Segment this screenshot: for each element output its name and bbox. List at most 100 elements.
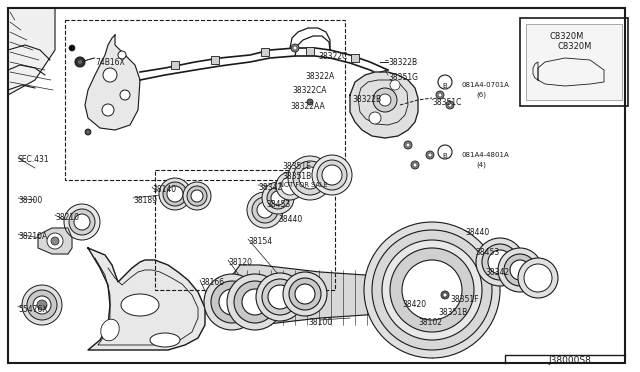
Text: 38322B: 38322B — [388, 58, 417, 67]
Circle shape — [411, 161, 419, 169]
Circle shape — [443, 293, 447, 297]
Text: 38440: 38440 — [278, 215, 302, 224]
Text: 38440: 38440 — [465, 228, 489, 237]
Text: J38000S8: J38000S8 — [548, 356, 591, 365]
Circle shape — [390, 248, 474, 332]
Circle shape — [498, 248, 542, 292]
Circle shape — [74, 214, 90, 230]
Bar — [65, 20, 345, 180]
Circle shape — [120, 90, 130, 100]
Bar — [171, 61, 179, 69]
Circle shape — [271, 191, 285, 205]
Circle shape — [364, 222, 500, 358]
Text: 38351E: 38351E — [282, 162, 311, 171]
Ellipse shape — [100, 319, 119, 341]
Circle shape — [438, 93, 442, 97]
Circle shape — [69, 45, 75, 51]
Circle shape — [167, 186, 183, 202]
Text: 38453: 38453 — [266, 200, 291, 209]
Text: (4): (4) — [476, 162, 486, 169]
Circle shape — [75, 57, 85, 67]
Circle shape — [379, 94, 391, 106]
Circle shape — [183, 182, 211, 210]
Text: 74B16X: 74B16X — [95, 58, 125, 67]
Circle shape — [518, 258, 558, 298]
Text: 55476X: 55476X — [18, 305, 47, 314]
Circle shape — [262, 182, 294, 214]
Bar — [306, 47, 314, 55]
Text: 38154: 38154 — [248, 237, 272, 246]
Bar — [261, 48, 269, 56]
Text: 38351B: 38351B — [438, 308, 467, 317]
Circle shape — [317, 160, 347, 190]
Circle shape — [187, 186, 207, 206]
Circle shape — [118, 51, 126, 59]
Circle shape — [64, 204, 100, 240]
Circle shape — [247, 192, 283, 228]
Circle shape — [436, 91, 444, 99]
Text: 38342: 38342 — [258, 183, 282, 192]
Text: 38453: 38453 — [475, 248, 499, 257]
Circle shape — [510, 260, 530, 280]
Polygon shape — [538, 58, 604, 86]
Text: 38351B: 38351B — [282, 172, 311, 181]
Text: 38120: 38120 — [228, 258, 252, 267]
Circle shape — [70, 46, 74, 49]
Circle shape — [103, 68, 117, 82]
Circle shape — [382, 240, 482, 340]
Bar — [351, 54, 359, 62]
Circle shape — [293, 46, 297, 50]
Text: NOT FOR SALE: NOT FOR SALE — [279, 182, 328, 188]
Circle shape — [488, 250, 512, 274]
Text: 38322B: 38322B — [352, 95, 381, 104]
Text: 081A4-0701A: 081A4-0701A — [462, 82, 510, 88]
Circle shape — [78, 60, 82, 64]
Text: 38166: 38166 — [200, 278, 224, 287]
Circle shape — [413, 163, 417, 167]
Circle shape — [482, 244, 518, 280]
Text: 38189: 38189 — [133, 196, 157, 205]
Circle shape — [402, 260, 462, 320]
Circle shape — [322, 165, 342, 185]
Circle shape — [102, 104, 114, 116]
Polygon shape — [350, 72, 418, 138]
Bar — [526, 24, 622, 100]
Circle shape — [441, 291, 449, 299]
Text: 38102: 38102 — [418, 318, 442, 327]
Polygon shape — [38, 228, 72, 254]
Circle shape — [404, 141, 412, 149]
Circle shape — [504, 254, 536, 286]
Text: (6): (6) — [476, 92, 486, 99]
Polygon shape — [85, 35, 140, 130]
Circle shape — [256, 273, 304, 321]
Circle shape — [163, 182, 187, 206]
Text: 38210: 38210 — [55, 213, 79, 222]
Circle shape — [438, 145, 452, 159]
Bar — [155, 170, 335, 290]
Circle shape — [211, 281, 253, 323]
Circle shape — [27, 290, 57, 320]
Circle shape — [283, 272, 327, 316]
Polygon shape — [8, 8, 55, 95]
Circle shape — [33, 296, 51, 314]
Circle shape — [281, 177, 299, 195]
Bar — [211, 56, 219, 64]
Ellipse shape — [150, 333, 180, 347]
Circle shape — [159, 178, 191, 210]
Polygon shape — [533, 62, 538, 80]
Text: 38322CA: 38322CA — [292, 86, 326, 95]
Text: B: B — [443, 153, 447, 158]
Circle shape — [69, 209, 95, 235]
Text: 38100: 38100 — [308, 318, 332, 327]
Circle shape — [47, 233, 63, 249]
Circle shape — [289, 278, 321, 310]
Circle shape — [227, 274, 283, 330]
Text: SEC.431: SEC.431 — [18, 155, 50, 164]
Text: 081A4-4801A: 081A4-4801A — [462, 152, 509, 158]
Circle shape — [191, 190, 203, 202]
Text: 38300: 38300 — [18, 196, 42, 205]
Polygon shape — [88, 248, 205, 350]
Circle shape — [267, 187, 289, 209]
Circle shape — [291, 44, 299, 52]
Circle shape — [438, 75, 452, 89]
